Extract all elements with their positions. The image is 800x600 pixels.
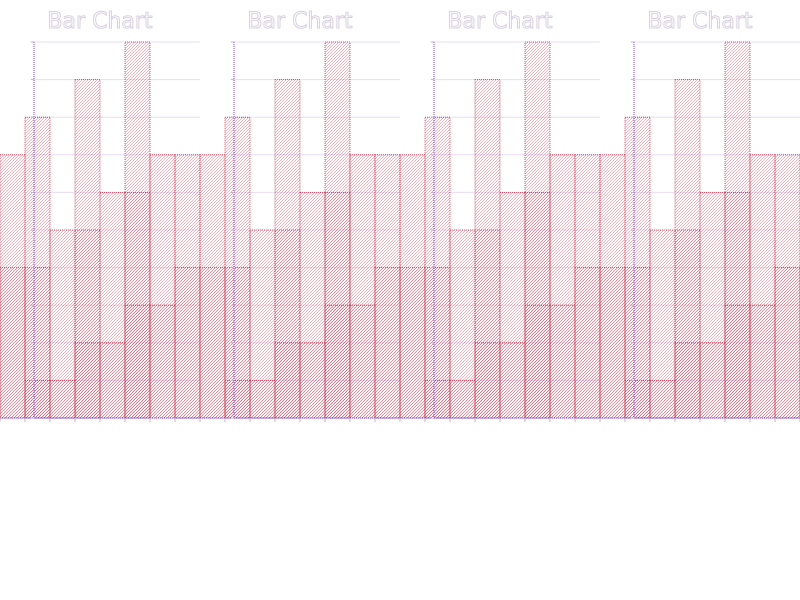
- bar: [249, 379, 276, 419]
- chart-panel-1: Bar Chart: [199, 9, 401, 422]
- bar: [49, 379, 76, 419]
- charts-group: Bar Chart Bar Chart Bar Chart Bar Chart: [0, 9, 800, 422]
- bar: [649, 379, 676, 419]
- bar: [574, 267, 601, 419]
- bar: [624, 379, 651, 419]
- chart-title: Bar Chart: [47, 9, 152, 34]
- bar: [599, 267, 626, 419]
- chart-panel-3: Bar Chart: [599, 9, 800, 422]
- chart-panel-2: Bar Chart: [399, 9, 601, 422]
- bar: [199, 267, 226, 419]
- bar: [374, 267, 401, 419]
- bar: [149, 304, 176, 419]
- bar: [699, 342, 726, 419]
- bar: [324, 304, 351, 419]
- bar: [674, 342, 701, 419]
- bar: [0, 267, 26, 419]
- bar: [524, 304, 551, 419]
- bar: [224, 379, 251, 419]
- bar: [724, 304, 751, 419]
- bar: [474, 342, 501, 419]
- bar: [174, 267, 201, 419]
- bar: [774, 267, 800, 419]
- bar: [124, 304, 151, 419]
- bar: [449, 379, 476, 419]
- bar: [349, 304, 376, 419]
- bar: [274, 342, 301, 419]
- chart-title: Bar Chart: [447, 9, 552, 34]
- bar: [99, 342, 126, 419]
- bar: [499, 342, 526, 419]
- bar: [424, 379, 451, 419]
- bar: [74, 342, 101, 419]
- chart-title: Bar Chart: [647, 9, 752, 34]
- bar: [299, 342, 326, 419]
- chart-panel-0: Bar Chart: [0, 9, 201, 422]
- bar: [749, 304, 776, 419]
- bar: [399, 267, 426, 419]
- bar: [549, 304, 576, 419]
- chart-title: Bar Chart: [247, 9, 352, 34]
- bar: [24, 379, 51, 419]
